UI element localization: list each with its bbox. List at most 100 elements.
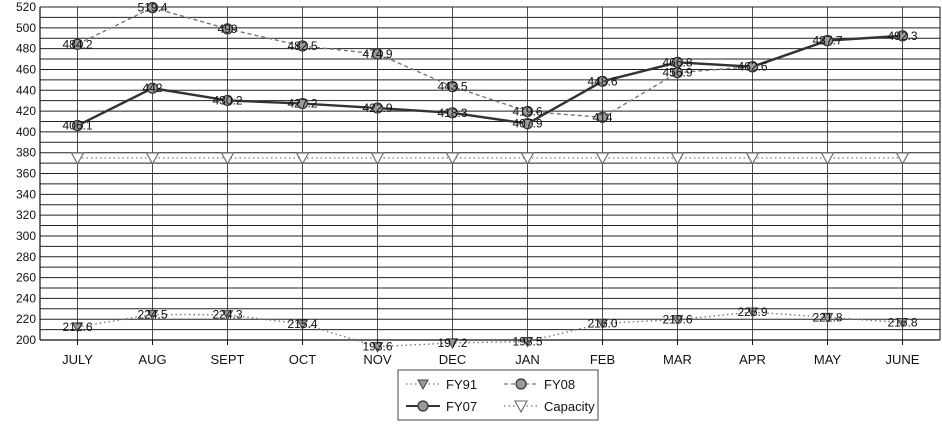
x-tick-label: JAN	[515, 352, 540, 367]
series-lines	[70, 2, 910, 353]
data-point-fy07	[71, 119, 84, 132]
data-point-capacity	[295, 152, 310, 166]
data-point-fy91	[221, 310, 234, 321]
data-label-fy91: 221.8	[812, 310, 842, 324]
x-tick-label: JUNE	[886, 352, 920, 367]
y-tick-label: 400	[16, 125, 36, 139]
data-point-capacity	[670, 152, 685, 166]
data-label-fy07: 427.2	[287, 97, 317, 111]
data-label-fy91: 216.0	[587, 316, 617, 330]
legend-label-fy08: FY08	[544, 377, 575, 392]
data-point-fy07	[671, 56, 684, 68]
legend-marker-fy07	[417, 400, 429, 412]
legend: FY91 FY08 FY07 Capacity	[397, 369, 599, 421]
data-label-fy91: 197.2	[437, 336, 467, 350]
data-label-fy07: 442	[142, 81, 162, 95]
y-tick-label: 200	[16, 333, 36, 347]
data-label-fy07: 418.3	[437, 106, 467, 120]
data-label-fy07: 407.9	[512, 117, 542, 131]
data-point-fy91	[146, 310, 159, 321]
data-label-fy07: 448.6	[587, 74, 617, 88]
y-tick-label: 320	[16, 208, 36, 222]
data-point-fy91	[746, 307, 759, 319]
data-point-fy07	[221, 94, 234, 107]
data-point-fy91	[446, 338, 459, 349]
data-point-fy07	[821, 35, 834, 47]
y-tick-label: 520	[16, 0, 36, 14]
data-point-fy91	[71, 322, 84, 333]
data-point-fy08	[596, 111, 609, 123]
data-label-fy08: 484.2	[62, 37, 92, 51]
data-point-capacity	[820, 152, 835, 166]
data-label-fy08: 482.5	[287, 39, 317, 53]
data-point-fy91	[896, 318, 909, 329]
y-tick-label: 240	[16, 291, 36, 305]
x-tick-label: AUG	[138, 352, 166, 367]
data-point-capacity	[745, 152, 760, 166]
x-tick-label: OCT	[289, 352, 317, 367]
data-label-fy91: 224.3	[212, 308, 242, 322]
x-tick-label: MAR	[663, 352, 692, 367]
legend-label-fy07: FY07	[446, 399, 477, 414]
data-label-fy07: 422.9	[362, 101, 392, 115]
data-labels: 212.6 224.5 224.3 215.4 193.6 197.2 198.5 216.0…	[62, 1, 917, 354]
data-label-fy08: 414	[592, 110, 612, 124]
data-label-fy91: 212.6	[62, 320, 92, 334]
data-point-capacity	[70, 152, 85, 166]
data-label-fy07: 430.2	[212, 93, 242, 107]
data-point-fy07	[896, 30, 909, 42]
data-point-capacity	[220, 152, 235, 166]
series-line-fy08	[77, 6, 903, 119]
legend-marker-fy08	[515, 378, 527, 390]
x-tick-label: FEB	[590, 352, 615, 367]
data-point-capacity	[595, 152, 610, 166]
data-point-fy91	[596, 318, 609, 330]
grid-lines	[40, 6, 940, 341]
data-point-fy07	[146, 82, 159, 94]
data-label-fy08: 499	[217, 22, 237, 36]
y-tick-label: 480	[16, 42, 36, 56]
data-point-capacity	[520, 152, 535, 166]
y-tick-label: 260	[16, 271, 36, 285]
data-label-fy08: 462.6	[737, 60, 767, 74]
y-tick-label: 420	[16, 104, 36, 118]
data-point-capacity	[895, 152, 910, 166]
data-point-fy07	[296, 97, 309, 110]
data-point-capacity	[145, 152, 160, 166]
data-point-fy91	[821, 312, 834, 324]
y-tick-label: 280	[16, 250, 36, 264]
x-tick-label: APR	[739, 352, 766, 367]
data-label-fy08: 456.9	[662, 66, 692, 80]
y-tick-label: 440	[16, 83, 36, 97]
legend-marker-fy91	[417, 379, 429, 391]
y-tick-label: 380	[16, 146, 36, 160]
axes: 200 220 240 260 280 300 320 340 360 380 400 420 440 4…	[16, 0, 941, 367]
data-label-fy08: 419.6	[512, 104, 542, 118]
data-label-fy91: 219.6	[662, 313, 692, 327]
data-label-fy91: 224.5	[137, 308, 167, 322]
data-point-fy08	[296, 40, 309, 52]
data-point-capacity	[370, 152, 385, 166]
data-point-fy07	[446, 107, 459, 119]
x-tick-label: SEPT	[211, 352, 245, 367]
data-label-fy91: 193.6	[362, 340, 392, 354]
data-label-fy91: 216.8	[887, 316, 917, 330]
x-tick-label: NOV	[363, 352, 392, 367]
data-label-fy08: 519.4	[137, 1, 167, 15]
legend-label-fy91: FY91	[446, 377, 477, 392]
x-tick-label: JULY	[62, 352, 93, 367]
data-point-fy08	[446, 81, 459, 93]
series-line-fy07	[76, 34, 903, 127]
data-label-fy91: 198.5	[512, 335, 542, 349]
data-label-fy07: 466.8	[662, 55, 692, 69]
data-point-fy07	[596, 75, 609, 87]
legend-marker-capacity	[514, 400, 528, 414]
x-tick-label: MAY	[814, 352, 842, 367]
data-point-fy08	[371, 48, 384, 60]
x-tick-label: DEC	[439, 352, 466, 367]
data-label-fy08: 443.5	[437, 80, 467, 94]
data-point-fy91	[521, 337, 534, 348]
data-point-capacity	[445, 152, 460, 166]
data-point-fy08	[71, 38, 84, 50]
y-tick-label: 500	[16, 21, 36, 35]
